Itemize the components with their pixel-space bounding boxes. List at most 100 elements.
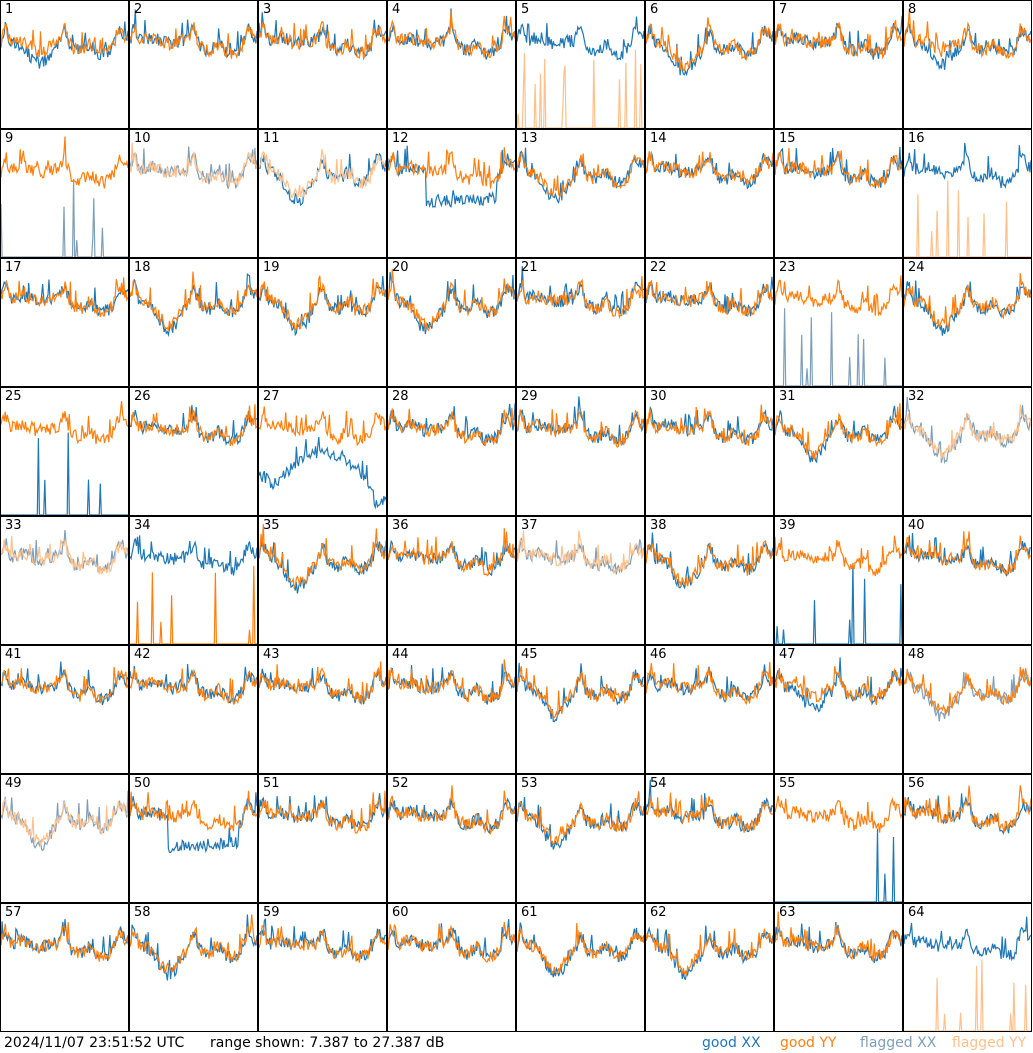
spectrum-panel: 63 [774, 903, 903, 1032]
spectrum-plot [130, 790, 257, 854]
spectrum-plot [1, 401, 128, 515]
spectrum-plot [130, 271, 257, 338]
xx-series-line [130, 404, 257, 446]
spectrum-plot [388, 269, 515, 334]
panel-number: 58 [134, 905, 151, 920]
spectrum-panel: 44 [387, 645, 516, 774]
spectrum-panel: 35 [258, 516, 387, 645]
yy-series-line [388, 921, 515, 963]
panel-number: 60 [392, 905, 409, 920]
panel-number: 31 [779, 389, 796, 404]
spectrum-panel: 46 [645, 645, 774, 774]
spectrum-panel: 45 [516, 645, 645, 774]
yy-series-line [646, 662, 773, 706]
spectrum-plot [775, 911, 902, 964]
spectrum-panel: 8 [903, 0, 1032, 129]
range-text: range shown: 7.387 to 27.387 dB [210, 1035, 445, 1051]
yy-series-line [1, 22, 128, 58]
yy-series-line [775, 665, 902, 706]
yy-series-line [1, 136, 128, 189]
spectrum-plot [1, 790, 128, 852]
legend-flagged-yy: flagged YY [952, 1035, 1027, 1051]
spectrum-panel: 2 [129, 0, 258, 129]
panel-number: 13 [521, 131, 538, 146]
panel-number: 38 [650, 518, 667, 533]
xx-series-line [775, 657, 902, 713]
panel-number: 8 [908, 2, 917, 17]
spectrum-panel: 56 [903, 774, 1032, 903]
yy-series-line [388, 269, 515, 332]
yy-series-line [259, 925, 386, 963]
yy-series-line [646, 404, 773, 446]
yy-series-line [775, 795, 902, 833]
yy-series-line [259, 661, 386, 705]
spectrum-plot [904, 142, 1031, 257]
panel-number: 7 [779, 2, 788, 17]
spectrum-plot [775, 275, 902, 386]
yy-series-line [130, 22, 257, 59]
spectrum-panel: 13 [516, 129, 645, 258]
spectrum-panel: 12 [387, 129, 516, 258]
spectrum-plot [775, 795, 902, 902]
spectrum-panel: 20 [387, 258, 516, 387]
panel-number: 52 [392, 776, 409, 791]
spectrum-panel: 47 [774, 645, 903, 774]
spectrum-panel: 26 [129, 387, 258, 516]
xx-series-line [130, 9, 257, 59]
panel-number: 55 [779, 776, 796, 791]
xx-series-line [388, 919, 515, 960]
panel-number: 62 [650, 905, 667, 920]
panel-number: 41 [5, 647, 22, 662]
spectrum-panel: 32 [903, 387, 1032, 516]
panel-number: 35 [263, 518, 280, 533]
panel-number: 19 [263, 260, 280, 275]
spectrum-plot [388, 528, 515, 577]
yy-series-line [904, 180, 1031, 257]
spectrum-panel: 22 [645, 258, 774, 387]
spectrum-panel: 25 [0, 387, 129, 516]
yy-series-line [646, 928, 773, 975]
yy-series-line [904, 273, 1031, 331]
panel-number: 51 [263, 776, 280, 791]
spectrum-panel: 6 [645, 0, 774, 129]
spectrum-panel: 19 [258, 258, 387, 387]
xx-series-line [646, 779, 773, 833]
xx-series-line [130, 792, 257, 854]
yy-series-line [517, 666, 644, 719]
spectrum-panel: 36 [387, 516, 516, 645]
yy-series-line [646, 151, 773, 186]
spectrum-plot [388, 659, 515, 705]
spectrum-plot [130, 663, 257, 706]
spectrum-plot [517, 791, 644, 850]
xx-series-line [130, 663, 257, 706]
yy-series-line [259, 790, 386, 834]
panel-number: 34 [134, 518, 151, 533]
panel-number: 24 [908, 260, 925, 275]
panel-number: 4 [392, 2, 401, 17]
xx-series-line [775, 308, 902, 386]
spectrum-plot [130, 914, 257, 981]
panel-number: 37 [521, 518, 538, 533]
legend-good-xx: good XX [702, 1035, 761, 1051]
spectrum-panel: 64 [903, 903, 1032, 1032]
spectrum-plot [259, 918, 386, 963]
spectrum-plot [646, 925, 773, 981]
spectrum-plot [517, 16, 644, 128]
xx-series-line [1, 179, 128, 257]
spectrum-plot [775, 146, 902, 189]
spectrum-plot [646, 532, 773, 590]
spectrum-plot [1, 136, 128, 257]
panel-number: 63 [779, 905, 796, 920]
spectrum-plot [646, 276, 773, 318]
yy-series-line [517, 49, 644, 128]
legend-flagged-xx: flagged XX [860, 1035, 937, 1051]
spectrum-plot [388, 8, 515, 60]
xx-series-line [517, 922, 644, 978]
xx-series-line [388, 403, 515, 447]
spectrum-panel: 58 [129, 903, 258, 1032]
spectrum-panel: 57 [0, 903, 129, 1032]
spectrum-plot [646, 17, 773, 77]
spectrum-plot [517, 530, 644, 575]
panel-number: 12 [392, 131, 409, 146]
